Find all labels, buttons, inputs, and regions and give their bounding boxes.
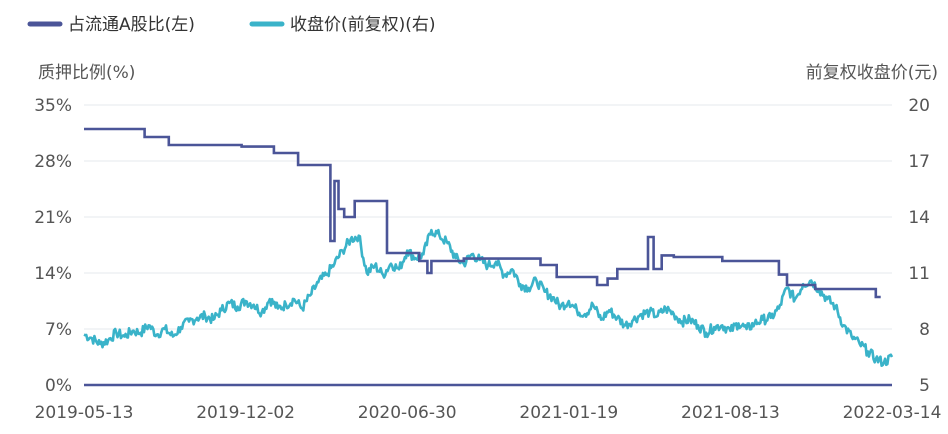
left-axis-title: 质押比例(%) bbox=[38, 63, 135, 83]
left-tick-label: 28% bbox=[34, 152, 72, 172]
series-line-pledge-ratio bbox=[84, 127, 881, 299]
right-axis-title: 前复权收盘价(元) bbox=[806, 63, 938, 83]
gridlines bbox=[84, 104, 892, 330]
legend-item-pledge-ratio[interactable]: 占流通A股比(左) bbox=[27, 15, 195, 35]
legend-label-pledge-ratio: 占流通A股比(左) bbox=[68, 15, 195, 35]
right-tick-label: 17 bbox=[908, 152, 930, 172]
left-tick-label: 0% bbox=[45, 376, 72, 396]
right-tick-label: 8 bbox=[919, 320, 930, 340]
x-tick-label: 2021-08-13 bbox=[681, 403, 780, 423]
x-tick-label: 2020-06-30 bbox=[358, 403, 457, 423]
right-tick-label: 11 bbox=[908, 264, 930, 284]
x-axis-ticks: 2019-05-13 2019-12-02 2020-06-30 2021-01… bbox=[35, 403, 942, 423]
left-tick-label: 7% bbox=[45, 320, 72, 340]
x-tick-label: 2019-12-02 bbox=[196, 403, 295, 423]
series-line-close-price bbox=[83, 228, 894, 367]
right-tick-label: 5 bbox=[919, 376, 930, 396]
right-axis-ticks: 20 17 14 11 8 5 bbox=[908, 96, 930, 396]
left-tick-label: 14% bbox=[34, 264, 72, 284]
right-tick-label: 14 bbox=[908, 208, 930, 228]
x-tick-label: 2021-01-19 bbox=[519, 403, 618, 423]
right-tick-label: 20 bbox=[908, 96, 930, 116]
left-tick-label: 35% bbox=[34, 96, 72, 116]
legend-label-close-price: 收盘价(前复权)(右) bbox=[290, 15, 436, 35]
legend-item-close-price[interactable]: 收盘价(前复权)(右) bbox=[249, 15, 436, 35]
legend: 占流通A股比(左) 收盘价(前复权)(右) bbox=[27, 15, 436, 35]
x-tick-label: 2022-03-14 bbox=[843, 403, 942, 423]
left-axis-ticks: 35% 28% 21% 14% 7% 0% bbox=[34, 96, 72, 396]
left-tick-label: 21% bbox=[34, 208, 72, 228]
x-tick-label: 2019-05-13 bbox=[35, 403, 134, 423]
